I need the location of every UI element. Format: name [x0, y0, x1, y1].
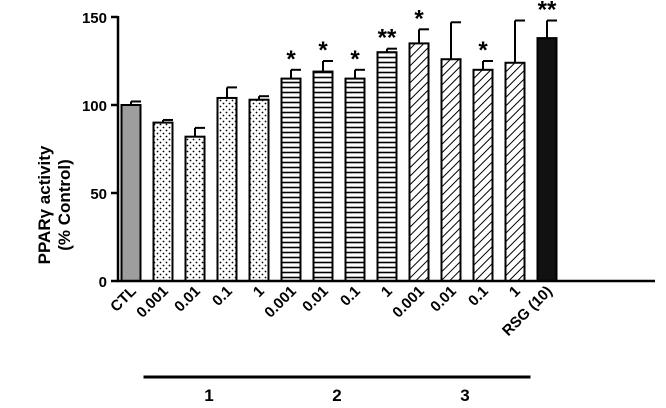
- bar: [344, 77, 366, 282]
- group-label: 3: [460, 386, 469, 405]
- bar: [408, 42, 430, 283]
- x-tick-label: 0.1: [337, 283, 364, 310]
- x-tick-label: 0.001: [133, 283, 172, 322]
- bar: [504, 61, 526, 283]
- significance-marker: *: [478, 37, 488, 64]
- x-tick-label: 1: [250, 283, 268, 301]
- bar: [280, 77, 302, 282]
- y-axis-label-line2: (% Control): [55, 159, 74, 251]
- y-tick-label: 150: [82, 10, 107, 27]
- significance-marker: *: [286, 46, 296, 73]
- significance-marker: *: [350, 46, 360, 73]
- significance-marker: **: [378, 25, 397, 52]
- x-tick-label: 0.1: [209, 283, 236, 310]
- x-tick-label: 0.01: [299, 283, 332, 316]
- significance-marker: **: [538, 0, 557, 24]
- bar: [216, 96, 238, 282]
- y-axis-label-line1: PPARγ activity: [35, 145, 54, 264]
- y-tick-label: 0: [99, 274, 107, 291]
- bar: [312, 70, 334, 282]
- x-tick-label: 0.001: [261, 283, 300, 322]
- bar: [248, 98, 270, 282]
- group-brackets: 1 2 3: [143, 375, 531, 405]
- x-tick-label: 0.01: [171, 283, 204, 316]
- x-tick-label: 1: [378, 283, 396, 301]
- y-tick-label: 50: [90, 186, 107, 203]
- x-tick-label: 0.001: [389, 283, 428, 322]
- x-tick-label: 0.01: [427, 283, 460, 316]
- significance-marker: *: [318, 37, 328, 64]
- bars: * * *******: [120, 0, 558, 283]
- bar: [120, 104, 142, 282]
- group-label: 2: [332, 386, 341, 405]
- bar: [184, 135, 206, 282]
- bar: [472, 68, 494, 282]
- bar: [376, 51, 398, 283]
- y-axis: 0 50 100 150: [82, 10, 120, 291]
- bar: [440, 58, 462, 282]
- significance-marker: *: [414, 5, 424, 32]
- bar: [152, 121, 174, 282]
- bar: [536, 37, 558, 283]
- x-tick-label: 0.1: [465, 283, 492, 310]
- y-tick-label: 100: [82, 98, 107, 115]
- y-axis-label: PPARγ activity (% Control): [35, 145, 74, 264]
- x-tick-label: 1: [506, 283, 524, 301]
- group-label: 1: [204, 386, 213, 405]
